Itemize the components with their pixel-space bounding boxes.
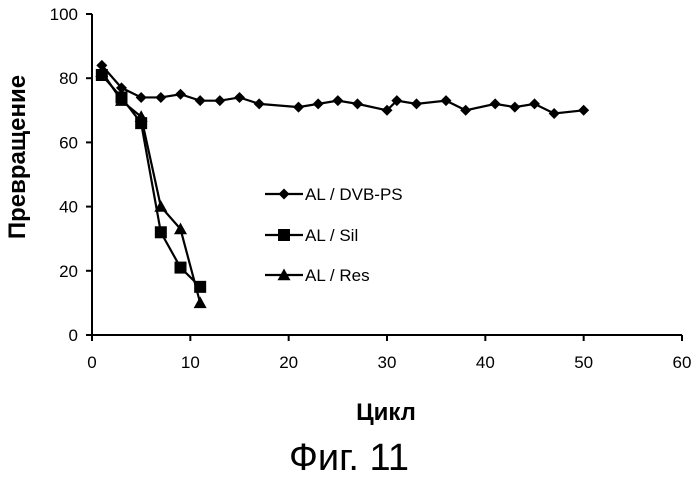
y-tick-label: 100 — [50, 5, 78, 24]
data-point-al-dvb-ps — [509, 102, 520, 113]
data-point-al-dvb-ps — [411, 98, 422, 109]
x-tick-label: 40 — [476, 353, 495, 372]
data-point-al-dvb-ps — [214, 95, 225, 106]
data-point-al-dvb-ps — [175, 89, 186, 100]
data-point-al-dvb-ps — [195, 95, 206, 106]
axes — [92, 14, 682, 335]
series-al-dvb-ps — [96, 60, 589, 119]
data-point-al-dvb-ps — [234, 92, 245, 103]
y-tick-label: 40 — [59, 198, 78, 217]
data-point-al-dvb-ps — [460, 105, 471, 116]
data-point-al-dvb-ps — [313, 98, 324, 109]
y-tick-label: 80 — [59, 69, 78, 88]
x-tick-label: 60 — [673, 353, 692, 372]
series-line-al-sil — [102, 75, 200, 287]
data-point-al-dvb-ps — [549, 108, 560, 119]
x-axis-title: Цикл — [356, 399, 416, 426]
x-tick-label: 30 — [378, 353, 397, 372]
data-point-al-res — [194, 296, 207, 308]
legend: AL / DVB-PS AL / Sil AL / Res — [265, 185, 403, 285]
y-tick-label: 20 — [59, 262, 78, 281]
data-point-al-dvb-ps — [578, 105, 589, 116]
data-point-al-dvb-ps — [254, 98, 265, 109]
data-point-al-dvb-ps — [155, 92, 166, 103]
legend-label-al-sil: AL / Sil — [305, 226, 358, 245]
y-axis-title: Превращение — [4, 75, 31, 239]
data-point-al-sil — [155, 226, 167, 238]
chart: 0204060801000102030405060 AL / DVB-PSAL … — [0, 0, 699, 481]
data-point-al-dvb-ps — [136, 92, 147, 103]
legend-item-al-res: AL / Res — [265, 266, 370, 285]
y-tick-label: 0 — [69, 326, 78, 345]
legend-label-al-dvb-ps: AL / DVB-PS — [305, 185, 403, 204]
figure-caption: Фиг. 11 — [289, 437, 409, 479]
x-tick-label: 50 — [574, 353, 593, 372]
data-point-al-dvb-ps — [293, 102, 304, 113]
data-point-al-dvb-ps — [490, 98, 501, 109]
data-point-al-dvb-ps — [529, 98, 540, 109]
legend-label-al-res: AL / Res — [305, 266, 370, 285]
data-point-al-dvb-ps — [352, 98, 363, 109]
legend-item-al-sil: AL / Sil — [265, 226, 358, 245]
data-point-al-dvb-ps — [332, 95, 343, 106]
x-tick-label: 20 — [279, 353, 298, 372]
data-point-al-sil — [175, 262, 187, 274]
legend-marker-al-dvb-ps — [279, 189, 290, 200]
y-tick-label: 60 — [59, 133, 78, 152]
legend-item-al-dvb-ps: AL / DVB-PS — [265, 185, 403, 204]
x-tick-label: 10 — [181, 353, 200, 372]
x-tick-label: 0 — [87, 353, 96, 372]
data-point-al-dvb-ps — [441, 95, 452, 106]
legend-marker-al-sil — [278, 229, 290, 241]
series-al-res — [95, 65, 206, 308]
